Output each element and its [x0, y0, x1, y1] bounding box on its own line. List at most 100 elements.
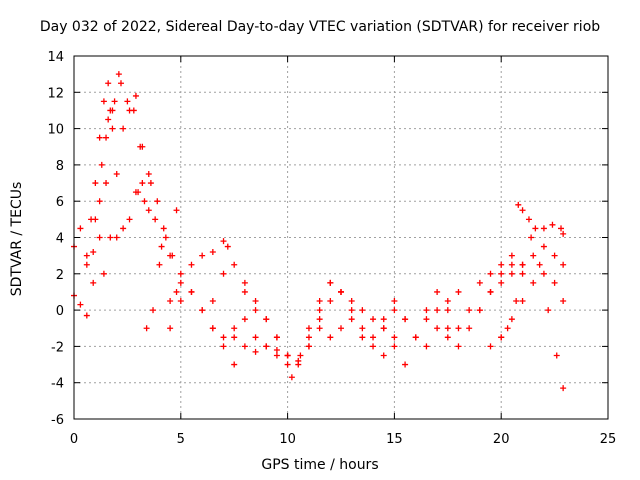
data-point: 8.5, 0 — [252, 307, 259, 314]
x-tick-label: 5 — [177, 432, 185, 447]
data-point: 2.1, 13 — [115, 71, 122, 78]
data-point: 20, 2 — [498, 270, 505, 277]
data-point: 13.5, -1 — [359, 325, 366, 332]
data-point: 22.2, 0 — [545, 307, 552, 314]
data-point: 6.5, -1 — [209, 325, 216, 332]
data-point: 6, 3 — [199, 252, 206, 259]
x-tick-label: 20 — [493, 432, 510, 447]
data-point: 2.3, 4.5 — [120, 225, 127, 232]
data-point: 12.5, 1 — [338, 288, 344, 295]
data-point: 22.8, 4.5 — [558, 225, 565, 232]
data-point: 3.6, 7 — [147, 180, 154, 187]
data-point: 4, 2.5 — [156, 261, 163, 268]
data-point: 17, -1 — [434, 325, 441, 332]
data-point: 20.5, 2 — [508, 270, 515, 277]
data-point: 22, 4.5 — [540, 225, 547, 232]
data-point: 17.5, -1.5 — [444, 334, 451, 341]
data-point: 15, 0.5 — [391, 298, 398, 305]
chart-title: Day 032 of 2022, Sidereal Day-to-day VTE… — [39, 19, 601, 35]
y-tick-label: 10 — [47, 123, 64, 138]
data-point: 8.5, -2.3 — [252, 348, 259, 355]
data-point: 19, 0 — [476, 307, 483, 314]
data-point: 17.5, 0.5 — [444, 298, 451, 305]
data-point: 22.9, 2.5 — [560, 261, 567, 268]
data-point: 2.2, 12.5 — [117, 80, 124, 87]
data-point: 3.4, -1 — [143, 325, 150, 332]
data-point: 7, 2 — [220, 270, 227, 277]
data-point: 1.6, 12.5 — [105, 80, 112, 87]
data-point: 1.2, 6 — [96, 198, 103, 205]
data-point: 7.5, -3 — [231, 361, 238, 368]
data-point: 15, 0 — [391, 307, 398, 314]
data-point: 16.5, -2 — [423, 343, 430, 350]
data-point: 13, -0.5 — [348, 316, 355, 323]
data-point: 11.5, -0.5 — [316, 316, 323, 323]
data-point: 11.5, 0 — [316, 307, 323, 314]
data-point: 1.7, 4 — [107, 234, 114, 241]
data-point: 2.6, 11 — [126, 107, 133, 114]
data-point: 3.2, 9 — [139, 143, 146, 150]
data-point: 11.5, 0.5 — [316, 298, 323, 305]
data-point: 16.5, 0 — [423, 307, 430, 314]
data-point: 10.2, -3.7 — [288, 374, 295, 381]
data-point: 22.4, 4.7 — [549, 221, 556, 228]
data-point: 12, 1.5 — [327, 279, 334, 286]
grid-lines — [74, 56, 608, 419]
data-point: 13.5, 0 — [359, 307, 366, 314]
data-point: 2.5, 11.5 — [124, 98, 131, 105]
data-point: 10.6, -2.5 — [297, 352, 304, 359]
data-point: 4.1, 3.5 — [158, 243, 165, 250]
data-point: 22.6, -2.5 — [553, 352, 560, 359]
axis-ticks — [73, 55, 609, 420]
y-tick-label: -2 — [51, 340, 64, 355]
data-point: 1.9, 11.5 — [111, 98, 118, 105]
data-point: 20, -1.5 — [498, 334, 505, 341]
data-point: 4.3, 4 — [162, 234, 169, 241]
data-point: 20, 1.5 — [498, 279, 505, 286]
data-point: 21.8, 2.5 — [536, 261, 543, 268]
data-point: 12.5, -1 — [338, 325, 344, 332]
data-point: 17.5, 0 — [444, 307, 451, 314]
y-tick-label: 4 — [56, 232, 64, 247]
data-point: 2.9, 11.8 — [132, 92, 139, 99]
data-point: 15.5, -0.5 — [402, 316, 409, 323]
y-tick-label: 14 — [47, 50, 64, 65]
data-point: 20.5, -0.5 — [508, 316, 515, 323]
data-point: 3.8, 5 — [152, 216, 159, 223]
data-point: 14, -2 — [370, 343, 377, 350]
data-point: 1.5, 9.5 — [103, 134, 110, 141]
data-point: 9.5, -1.5 — [273, 334, 280, 341]
data-point: 21.3, 5 — [525, 216, 532, 223]
y-tick-label: -6 — [51, 413, 64, 428]
data-point: 14.5, -0.5 — [380, 316, 387, 323]
x-tick-label: 0 — [70, 432, 78, 447]
data-point: 20, 2.5 — [498, 261, 505, 268]
data-point: 21, 0.5 — [519, 298, 526, 305]
data-point: 1.5, 7 — [103, 180, 110, 187]
data-point: 20.7, 0.5 — [513, 298, 520, 305]
x-axis-label: GPS time / hours — [261, 457, 379, 473]
data-point: 22.5, 3 — [551, 252, 558, 259]
data-point: 0.6, -0.3 — [83, 312, 90, 319]
data-point: 3, 6.5 — [135, 189, 142, 196]
data-point: 22, 3.5 — [540, 243, 547, 250]
x-tick-label: 25 — [600, 432, 617, 447]
data-point: 17, 0 — [434, 307, 441, 314]
data-point: 1.4, 2 — [100, 270, 107, 277]
data-point: 0.3, 4.5 — [77, 225, 84, 232]
data-point: 8, -2 — [241, 343, 248, 350]
data-point: 13.5, -1.5 — [359, 334, 366, 341]
data-point: 15, -1.5 — [391, 334, 398, 341]
y-tick-label: 12 — [47, 86, 64, 101]
data-point: 4.8, 5.5 — [173, 207, 180, 214]
y-tick-label: 6 — [56, 195, 64, 210]
data-point: 22.9, -4.3 — [560, 385, 567, 392]
data-point: 21, 5.5 — [519, 207, 526, 214]
data-point: 4.5, 0.5 — [167, 298, 174, 305]
data-point: 22.9, 0.5 — [560, 298, 567, 305]
data-point: 3.2, 7 — [139, 180, 146, 187]
data-point: 13, 0.5 — [348, 298, 355, 305]
y-axis-label: SDTVAR / TECUs — [9, 181, 25, 297]
data-point: 3.5, 5.5 — [145, 207, 152, 214]
